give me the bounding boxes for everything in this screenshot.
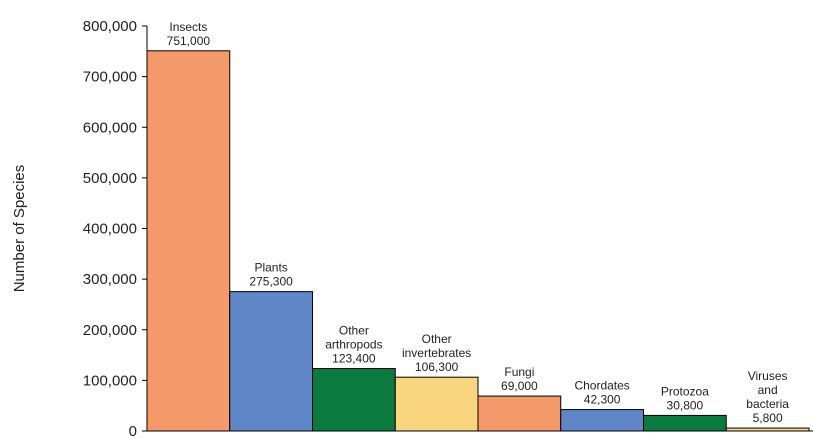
bar xyxy=(312,368,396,432)
bar-category-label: Insects xyxy=(169,20,207,34)
bar-value-label: 69,000 xyxy=(501,379,538,393)
bar-value-label: 751,000 xyxy=(167,34,211,48)
bar-value-label: 106,300 xyxy=(415,360,459,374)
y-tick-label: 500,000 xyxy=(83,170,137,187)
bar-category-label: invertebrates xyxy=(402,346,471,360)
bar-labels: Insects751,000Plants275,300Otherarthropo… xyxy=(167,20,790,425)
y-tick-label: 700,000 xyxy=(83,69,137,86)
bar-category-label: Chordates xyxy=(574,379,629,393)
bar xyxy=(560,409,644,432)
bar-category-label: Viruses xyxy=(748,369,788,383)
y-tick-label: 200,000 xyxy=(83,322,137,339)
bar xyxy=(229,291,313,432)
bar-category-label: bacteria xyxy=(746,397,789,411)
bar-category-label: Other xyxy=(422,332,452,346)
bar xyxy=(643,414,727,432)
y-tick-label: 400,000 xyxy=(83,221,137,238)
y-ticks: 0 100,000 200,000 300,000 400,000 500,000 600,… xyxy=(83,18,147,438)
bar-value-label: 30,800 xyxy=(667,398,704,412)
y-tick-label: 600,000 xyxy=(83,119,137,136)
bar xyxy=(477,395,562,432)
y-tick-label: 300,000 xyxy=(83,271,137,288)
bar-category-label: Other xyxy=(339,324,369,338)
bar-category-label: arthropods xyxy=(325,338,382,352)
bar-value-label: 5,800 xyxy=(753,411,783,425)
bar xyxy=(146,50,231,432)
y-axis-title: Number of Species xyxy=(11,165,28,293)
bar-value-label: 275,300 xyxy=(249,275,293,289)
bar-value-label: 42,300 xyxy=(584,393,621,407)
y-axis: 0 100,000 200,000 300,000 400,000 500,000 600,… xyxy=(83,18,148,438)
y-tick-label: 0 xyxy=(129,423,137,438)
bar-category-label: and xyxy=(758,383,778,397)
bar xyxy=(725,427,810,432)
y-tick-label: 800,000 xyxy=(83,18,137,35)
bar xyxy=(394,376,479,432)
bar-category-label: Protozoa xyxy=(661,384,709,398)
bar-category-label: Plants xyxy=(254,261,287,275)
bar-value-label: 123,400 xyxy=(332,352,376,366)
bars xyxy=(146,50,810,432)
y-tick-label: 100,000 xyxy=(83,372,137,389)
bar-category-label: Fungi xyxy=(504,365,534,379)
